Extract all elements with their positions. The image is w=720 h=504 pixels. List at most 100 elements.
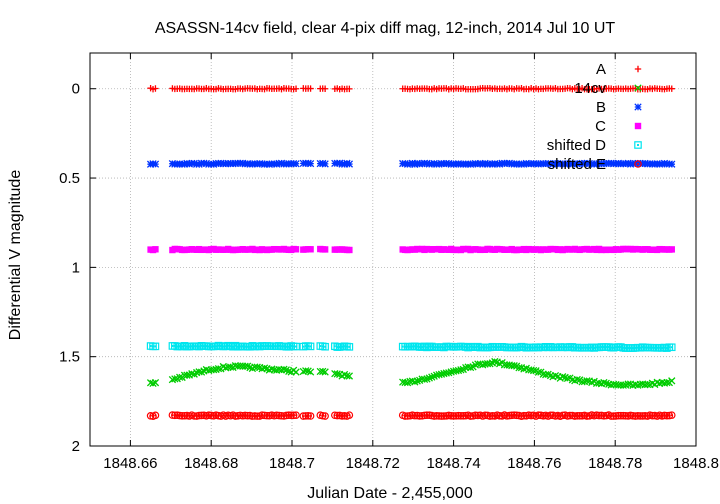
data-point bbox=[600, 346, 603, 349]
legend-label: A bbox=[596, 61, 606, 78]
data-point bbox=[532, 346, 535, 349]
data-point bbox=[653, 346, 656, 349]
data-point bbox=[418, 346, 421, 349]
data-point bbox=[188, 345, 191, 348]
data-point bbox=[260, 364, 269, 372]
legend-label: 14cv bbox=[574, 80, 606, 97]
data-point bbox=[181, 345, 184, 348]
legend-marker bbox=[634, 103, 642, 111]
y-tick-label: 0 bbox=[72, 81, 80, 98]
data-point bbox=[236, 345, 239, 348]
data-point bbox=[306, 368, 315, 376]
data-point bbox=[605, 346, 608, 349]
data-point bbox=[527, 346, 530, 349]
data-point bbox=[583, 346, 586, 349]
data-point bbox=[568, 345, 571, 348]
data-point bbox=[668, 246, 675, 253]
legend-marker bbox=[637, 163, 639, 165]
data-point bbox=[498, 345, 501, 348]
data-point bbox=[287, 345, 290, 348]
y-tick-label: 0.5 bbox=[59, 170, 80, 187]
data-point bbox=[171, 344, 174, 347]
data-point bbox=[292, 342, 300, 351]
series-shifted-e bbox=[146, 411, 676, 420]
data-point bbox=[425, 346, 428, 349]
data-point bbox=[571, 345, 574, 348]
data-point bbox=[306, 412, 315, 420]
data-point bbox=[457, 366, 465, 374]
data-point bbox=[292, 368, 300, 376]
data-point bbox=[258, 345, 261, 348]
data-point bbox=[306, 159, 315, 168]
data-point bbox=[292, 160, 300, 168]
data-point bbox=[234, 344, 237, 347]
data-point bbox=[644, 346, 647, 349]
data-point bbox=[341, 345, 344, 348]
data-point bbox=[428, 373, 436, 381]
data-point bbox=[277, 159, 286, 167]
x-tick-label: 1848.66 bbox=[103, 455, 157, 472]
data-point bbox=[273, 345, 276, 348]
data-point bbox=[471, 346, 474, 349]
data-point bbox=[151, 379, 160, 387]
data-point bbox=[425, 374, 434, 382]
data-point bbox=[535, 346, 538, 349]
data-point bbox=[629, 346, 632, 349]
data-point bbox=[588, 346, 591, 349]
data-point bbox=[346, 246, 353, 254]
data-point bbox=[661, 346, 664, 349]
data-point bbox=[338, 346, 341, 349]
data-point bbox=[651, 346, 654, 349]
legend-marker bbox=[634, 122, 642, 130]
data-point bbox=[241, 345, 244, 348]
data-point bbox=[667, 343, 676, 352]
data-point bbox=[151, 160, 160, 168]
data-point bbox=[319, 345, 322, 348]
data-point bbox=[598, 346, 601, 349]
data-point bbox=[615, 346, 618, 349]
x-tick-label: 1848.74 bbox=[426, 455, 480, 472]
data-point bbox=[231, 341, 240, 350]
data-point bbox=[261, 344, 264, 347]
data-point bbox=[321, 85, 329, 92]
data-point bbox=[559, 345, 562, 348]
data-point bbox=[551, 371, 560, 380]
data-point bbox=[462, 345, 465, 348]
data-point bbox=[207, 345, 210, 348]
data-point bbox=[176, 345, 179, 348]
data-point bbox=[333, 345, 336, 348]
legend-label: B bbox=[596, 99, 606, 116]
data-point bbox=[559, 373, 567, 381]
data-point bbox=[285, 345, 288, 348]
data-point bbox=[321, 246, 329, 253]
data-points bbox=[146, 84, 676, 420]
data-point bbox=[309, 345, 312, 348]
data-point bbox=[670, 346, 673, 349]
data-point bbox=[496, 346, 499, 349]
data-point bbox=[224, 345, 227, 348]
data-point bbox=[452, 345, 455, 348]
data-point bbox=[270, 345, 273, 348]
data-point bbox=[508, 346, 511, 349]
data-point bbox=[336, 159, 344, 167]
data-point bbox=[401, 345, 404, 348]
data-point bbox=[445, 345, 448, 348]
data-point bbox=[321, 160, 329, 168]
data-point bbox=[564, 346, 567, 349]
data-point bbox=[670, 414, 673, 417]
data-point bbox=[295, 414, 298, 417]
data-point bbox=[493, 346, 496, 349]
data-point bbox=[578, 346, 581, 349]
data-point bbox=[515, 346, 518, 349]
data-point bbox=[537, 346, 540, 349]
data-point bbox=[423, 345, 426, 348]
data-point bbox=[202, 159, 211, 168]
data-point bbox=[321, 345, 324, 348]
x-tick-label: 1848.72 bbox=[346, 455, 400, 472]
data-point bbox=[336, 346, 339, 349]
y-tick-label: 2 bbox=[72, 438, 80, 455]
data-point bbox=[345, 160, 354, 168]
data-point bbox=[435, 346, 438, 349]
data-point bbox=[411, 160, 419, 168]
data-point bbox=[430, 345, 433, 348]
